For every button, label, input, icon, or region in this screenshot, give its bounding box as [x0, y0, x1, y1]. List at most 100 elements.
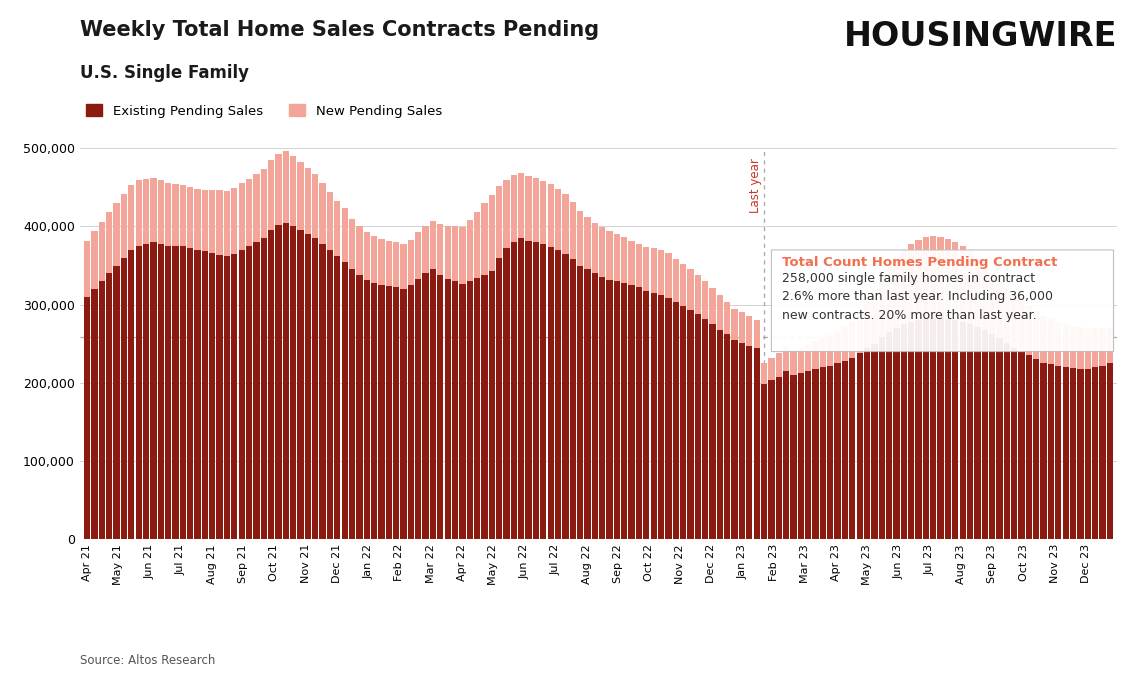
Bar: [526, 176, 531, 241]
Bar: [694, 314, 701, 539]
Bar: [459, 227, 465, 284]
Bar: [673, 259, 679, 303]
Bar: [864, 348, 870, 539]
Bar: [930, 318, 936, 539]
Bar: [643, 290, 650, 539]
Bar: [437, 224, 443, 275]
Bar: [238, 250, 245, 539]
Bar: [1033, 359, 1040, 539]
Bar: [496, 257, 503, 539]
Bar: [717, 330, 723, 539]
Bar: [702, 281, 708, 319]
Bar: [879, 279, 885, 338]
Bar: [1003, 343, 1010, 539]
Bar: [217, 191, 222, 255]
Bar: [930, 236, 936, 318]
Bar: [651, 293, 657, 539]
Bar: [165, 246, 171, 539]
Bar: [547, 247, 554, 539]
Bar: [658, 295, 665, 539]
Bar: [209, 191, 215, 253]
Bar: [385, 241, 392, 286]
Bar: [1099, 365, 1106, 539]
Bar: [1011, 295, 1017, 348]
Bar: [1084, 329, 1091, 369]
Bar: [298, 162, 303, 231]
Bar: [739, 313, 746, 343]
Bar: [775, 353, 782, 377]
Bar: [996, 280, 1002, 338]
Bar: [937, 318, 944, 539]
Bar: [886, 267, 893, 332]
Bar: [276, 225, 282, 539]
Bar: [1077, 328, 1083, 369]
Bar: [724, 301, 731, 334]
Bar: [820, 367, 826, 539]
Bar: [415, 232, 422, 279]
Bar: [253, 242, 260, 539]
Bar: [1018, 352, 1025, 539]
Bar: [658, 250, 665, 295]
Bar: [717, 295, 723, 330]
Bar: [922, 319, 929, 539]
Bar: [909, 322, 914, 539]
Bar: [202, 189, 207, 251]
Bar: [430, 270, 437, 539]
Bar: [709, 288, 716, 324]
Bar: [526, 241, 531, 539]
Bar: [724, 334, 731, 539]
Bar: [570, 202, 576, 259]
Bar: [747, 316, 752, 346]
Bar: [982, 330, 988, 539]
Bar: [504, 248, 510, 539]
Bar: [327, 192, 333, 250]
Bar: [856, 311, 863, 353]
Bar: [783, 371, 789, 539]
Bar: [834, 331, 840, 363]
Bar: [437, 275, 443, 539]
Bar: [856, 353, 863, 539]
Bar: [540, 245, 546, 539]
Bar: [709, 324, 716, 539]
Text: Last year: Last year: [749, 158, 762, 212]
Bar: [370, 236, 377, 283]
Bar: [1033, 311, 1040, 359]
Bar: [385, 286, 392, 539]
Bar: [202, 251, 207, 539]
Bar: [636, 287, 642, 539]
Bar: [319, 244, 326, 539]
Bar: [400, 289, 407, 539]
Bar: [489, 271, 495, 539]
Bar: [1070, 368, 1076, 539]
Bar: [975, 259, 980, 328]
Bar: [687, 270, 693, 310]
Bar: [775, 377, 782, 539]
Bar: [136, 181, 141, 246]
Bar: [562, 254, 569, 539]
Bar: [760, 363, 767, 384]
Bar: [195, 189, 201, 250]
Bar: [879, 338, 885, 539]
Bar: [128, 185, 135, 250]
Bar: [511, 175, 518, 242]
Bar: [357, 226, 363, 275]
Bar: [1018, 300, 1025, 352]
Bar: [901, 250, 907, 324]
Bar: [290, 156, 296, 226]
Bar: [754, 348, 760, 539]
Bar: [231, 254, 237, 539]
Bar: [283, 222, 288, 539]
Bar: [195, 250, 201, 539]
Bar: [276, 154, 282, 225]
Bar: [121, 257, 127, 539]
Bar: [666, 299, 671, 539]
Bar: [1011, 348, 1017, 539]
Bar: [217, 255, 222, 539]
Bar: [298, 231, 303, 539]
Bar: [231, 188, 237, 254]
Bar: [290, 226, 296, 539]
Bar: [828, 335, 833, 365]
Text: U.S. Single Family: U.S. Single Family: [80, 64, 249, 82]
Bar: [1084, 369, 1091, 539]
Bar: [1077, 369, 1083, 539]
